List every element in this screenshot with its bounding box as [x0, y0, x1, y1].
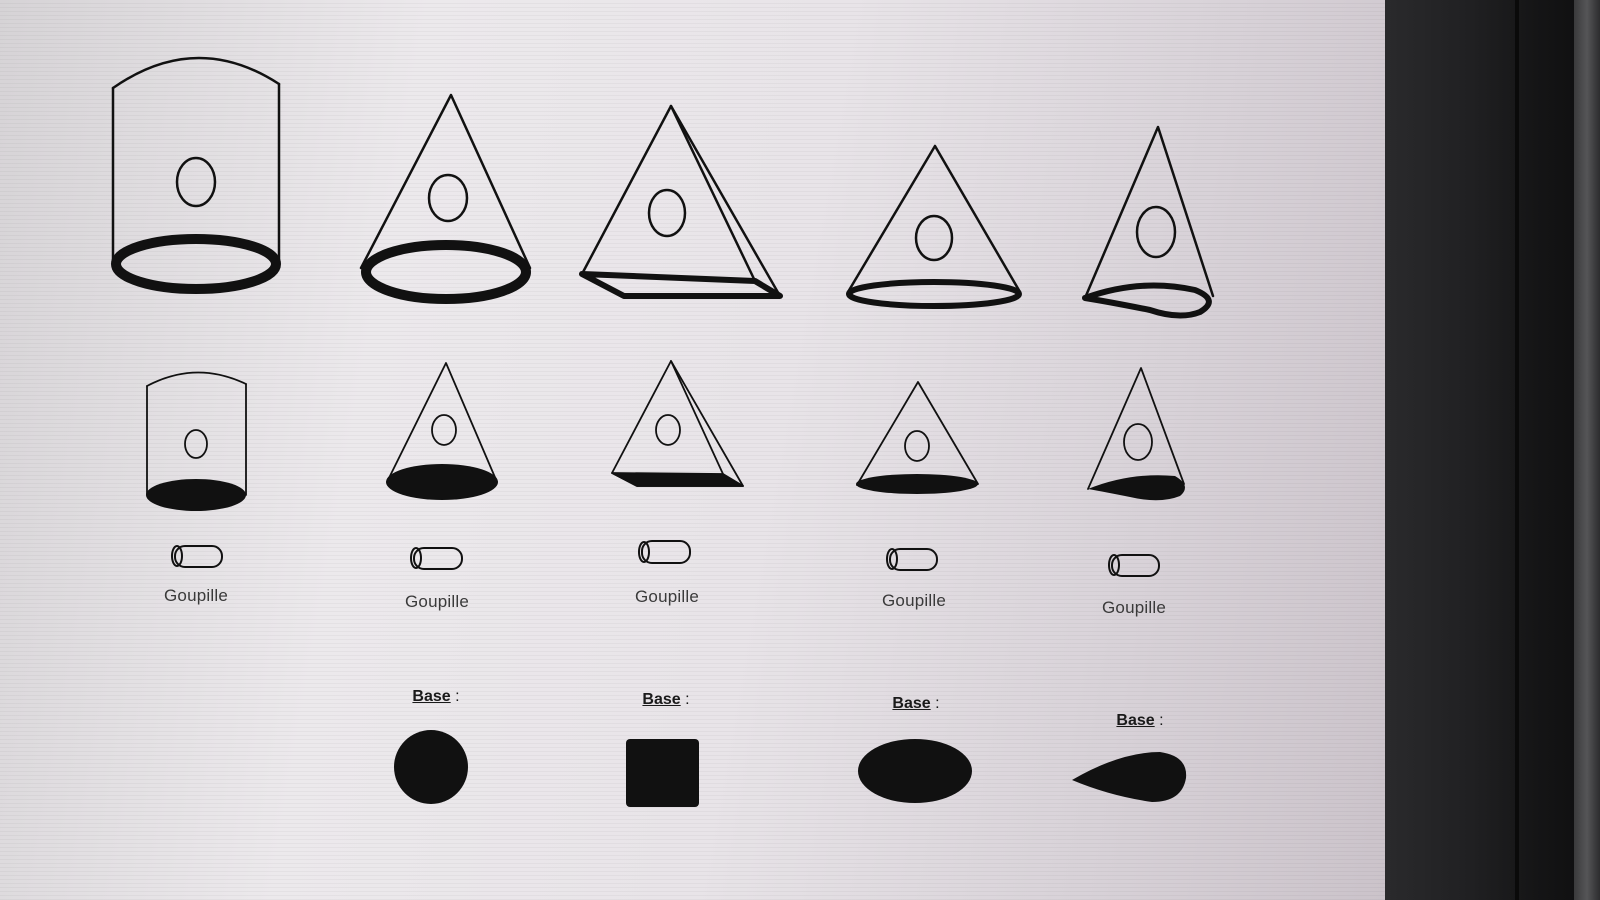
monitor-bezel — [1385, 0, 1600, 900]
base-word: Base — [642, 691, 680, 708]
small-elliptic-cone-icon — [856, 382, 978, 494]
large-elliptic-cone-icon — [848, 146, 1020, 306]
large-teardrop-cone-icon — [1085, 127, 1213, 316]
bezel-rim — [1574, 0, 1600, 900]
pin-label: Goupille — [882, 591, 946, 611]
base-colon: : — [1155, 712, 1164, 729]
small-cone-icon — [386, 363, 498, 500]
large-pyramid-icon — [582, 106, 780, 296]
base-label: Base : — [642, 691, 689, 709]
base-word: Base — [892, 695, 930, 712]
bezel-edge — [1515, 0, 1519, 900]
pin-label: Goupille — [405, 592, 469, 612]
pin-label: Goupille — [164, 586, 228, 606]
base-colon: : — [451, 688, 460, 705]
small-teardrop-cone-icon — [1088, 368, 1185, 500]
pin-icon — [887, 549, 937, 570]
large-cone-icon — [361, 95, 530, 299]
base-colon: : — [931, 695, 940, 712]
pin-icon — [411, 548, 462, 569]
shapes-canvas — [0, 0, 1385, 900]
ellipse-base-icon — [858, 739, 972, 803]
base-label: Base : — [892, 695, 939, 713]
pin-icon — [172, 546, 222, 567]
pin-icon — [1109, 555, 1159, 576]
teardrop-base-icon — [1072, 752, 1186, 802]
base-label: Base : — [412, 688, 459, 706]
small-cylinder-icon — [146, 372, 246, 511]
base-colon: : — [681, 691, 690, 708]
base-word: Base — [1116, 712, 1154, 729]
base-word: Base — [412, 688, 450, 705]
square-base-icon — [626, 739, 699, 807]
small-pyramid-icon — [612, 361, 743, 486]
pin-label: Goupille — [1102, 598, 1166, 618]
base-label: Base : — [1116, 712, 1163, 730]
pin-label: Goupille — [635, 587, 699, 607]
monitor-screen: Goupille Goupille Goupille Goupille Goup… — [0, 0, 1385, 900]
large-cylinder-icon — [113, 58, 279, 289]
circle-base-icon — [394, 730, 468, 804]
pin-icon — [639, 541, 690, 563]
